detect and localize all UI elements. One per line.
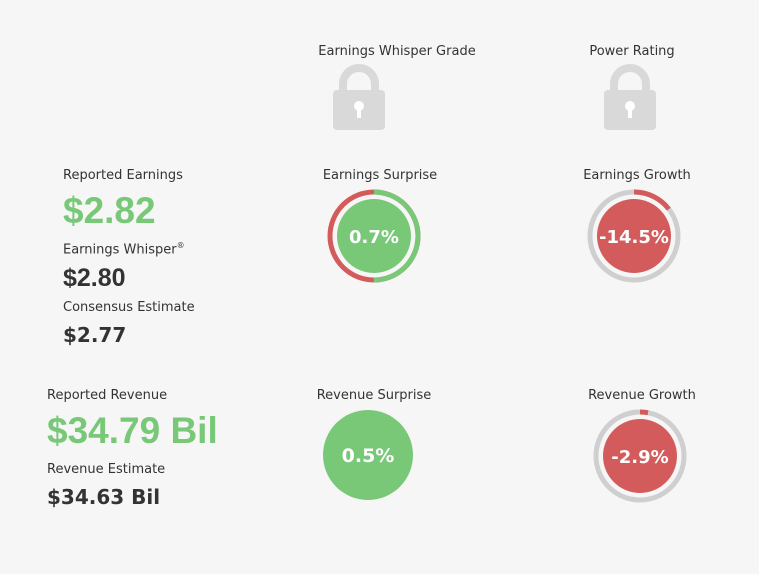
- earnings-surprise-disc: [337, 199, 411, 273]
- revenue-surprise-disc: [323, 410, 413, 500]
- revenue-surprise-value: 0.5%: [342, 445, 395, 467]
- consensus-estimate-label: Consensus Estimate: [63, 300, 195, 315]
- earnings-growth-value: -14.5%: [599, 227, 669, 248]
- earnings-surprise-value: 0.7%: [349, 227, 399, 248]
- earnings-whisper-text: Earnings Whisper: [63, 242, 177, 258]
- revenue-growth-gauge: -2.9%: [593, 409, 687, 503]
- earnings-growth-disc: [597, 199, 671, 273]
- reported-earnings-value: $2.82: [63, 190, 156, 231]
- reported-earnings-label: Reported Earnings: [63, 168, 183, 183]
- earnings-whisper-grade-header: Earnings Whisper Grade: [318, 44, 476, 59]
- revenue-growth-ring-fill: [593, 409, 687, 503]
- revenue-surprise-label: Revenue Surprise: [316, 388, 432, 403]
- revenue-estimate-label: Revenue Estimate: [47, 462, 166, 477]
- power-rating-header: Power Rating: [589, 44, 675, 59]
- lock-icon: [602, 62, 658, 136]
- lock-icon: [331, 62, 387, 136]
- reported-revenue-value: $34.79 Bil: [47, 410, 218, 451]
- earnings-growth-gauge: -14.5%: [587, 189, 681, 283]
- revenue-growth-value: -2.9%: [611, 447, 668, 468]
- earnings-whisper-label: Earnings Whisper®: [63, 241, 185, 257]
- earnings-surprise-label: Earnings Surprise: [322, 168, 438, 183]
- earnings-growth-ring-fill: [587, 189, 681, 283]
- earnings-surprise-gauge: 0.7%: [327, 189, 421, 283]
- revenue-growth-label: Revenue Growth: [588, 388, 696, 403]
- revenue-growth-disc: [603, 419, 677, 493]
- consensus-estimate-value: $2.77: [63, 323, 127, 347]
- earnings-surprise-ring-fill: [327, 189, 421, 283]
- earnings-growth-label: Earnings Growth: [583, 168, 691, 183]
- reported-revenue-label: Reported Revenue: [47, 388, 168, 403]
- revenue-surprise-gauge: 0.5%: [323, 410, 413, 500]
- revenue-estimate-value: $34.63 Bil: [47, 485, 161, 509]
- registered-mark: ®: [176, 241, 185, 250]
- earnings-whisper-value: $2.80: [63, 264, 126, 292]
